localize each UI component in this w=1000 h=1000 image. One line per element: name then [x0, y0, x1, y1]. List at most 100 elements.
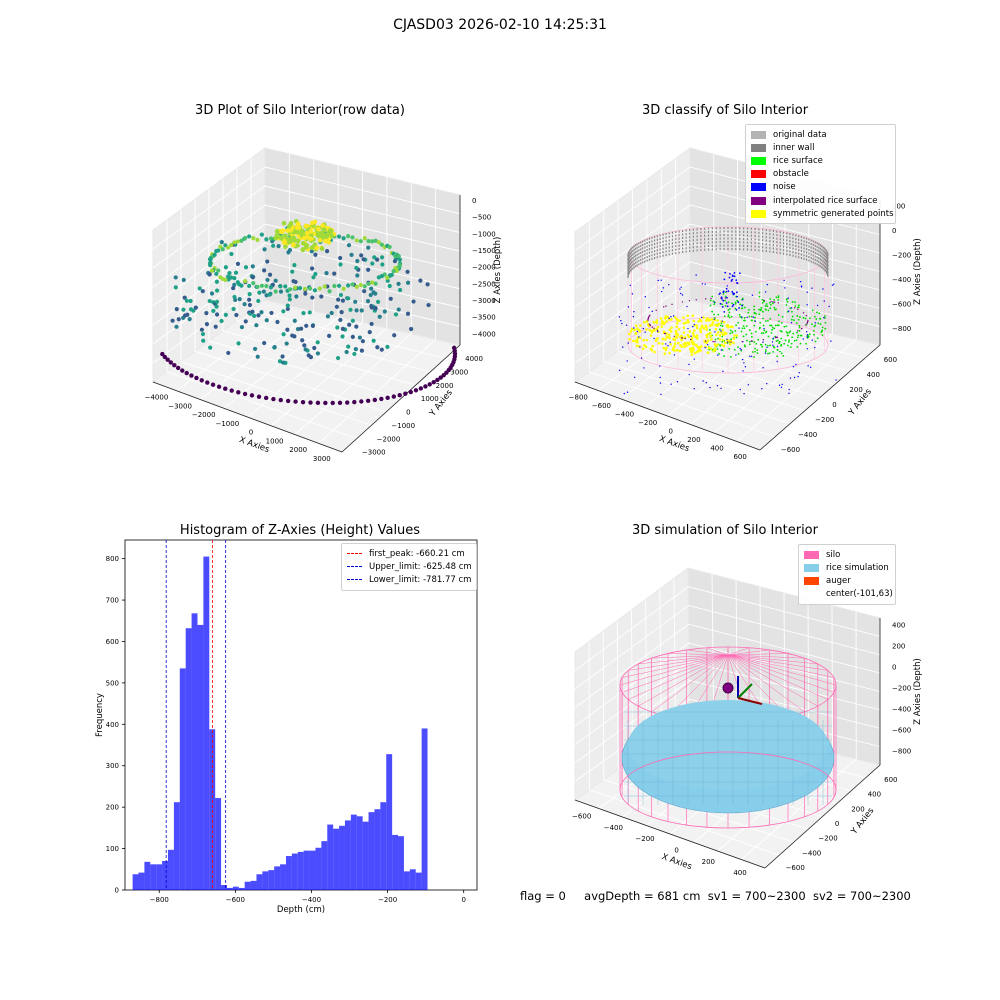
cls-symmetric-point [718, 338, 722, 341]
sim-silo-roof-line [727, 654, 834, 678]
sv1-text: sv1 = 700~2300 [707, 889, 806, 903]
cls-rice-point [760, 306, 763, 309]
cls-noise-point [643, 367, 645, 369]
cls-rice-point [714, 338, 717, 341]
cls-interp-point [690, 338, 692, 341]
raw-data-point [209, 291, 215, 296]
histogram-bar [285, 856, 292, 890]
cls-interp-point [762, 339, 765, 341]
cls-rice-point [735, 336, 738, 339]
cls-rice-point [813, 333, 815, 336]
cls-z-tick-label: −200 [892, 251, 911, 259]
cls-symmetric-point [718, 334, 722, 337]
cls-symmetric-point [704, 324, 708, 328]
cls-noise-point [626, 360, 628, 362]
cls-noise-point [672, 315, 675, 317]
cls-rice-point [767, 352, 769, 355]
cls-rice-point [717, 313, 720, 316]
histogram-bar [392, 834, 399, 890]
cls-z-tick-label: −600 [892, 300, 911, 308]
cls-rice-point [743, 319, 745, 322]
cls-rice-point [775, 340, 778, 343]
cls-rice-point [743, 327, 746, 330]
cls-noise-point [659, 382, 662, 384]
cls-rice-point [786, 300, 789, 303]
cls-rice-point [791, 301, 794, 303]
raw-data-point [396, 254, 401, 259]
raw-data-point [220, 247, 225, 252]
raw-data-point [174, 324, 179, 329]
legend-label: auger [826, 575, 851, 586]
raw-data-point [413, 388, 419, 393]
raw-data-point [255, 237, 260, 243]
cls-noise-point [713, 318, 715, 320]
raw-data-point [301, 235, 307, 241]
cls-rice-point [816, 337, 819, 340]
cls-gridline [675, 158, 866, 359]
raw-y-tick-label: −2000 [377, 435, 401, 443]
legend-swatch [804, 590, 819, 598]
histogram-bar [350, 814, 357, 890]
raw-data-point [354, 238, 359, 243]
legend-item: symmetric generated points [751, 207, 894, 220]
cls-symmetric-point [716, 323, 720, 327]
raw-data-point [317, 286, 322, 291]
cls-noise-point [822, 288, 824, 290]
cls-noise-point [764, 291, 767, 293]
sim-z-tick-label: −800 [892, 747, 911, 755]
cls-rice-point [780, 322, 783, 324]
cls-symmetric-point [688, 330, 692, 333]
cls-rice-point [736, 299, 739, 302]
cls-noise-point [747, 384, 750, 386]
raw-x-tick-label: 1000 [266, 437, 284, 445]
legend-label: rice surface [773, 155, 823, 166]
raw-data-point [234, 312, 239, 318]
raw-data-point [274, 233, 280, 238]
raw-z-tick-label: −1000 [472, 230, 496, 238]
cls-noise-point [657, 279, 659, 282]
raw-data-point [189, 373, 194, 378]
cls-interp-point [671, 303, 673, 305]
histogram-bar [221, 885, 227, 890]
cls-rice-point [778, 342, 781, 344]
histogram-bar [238, 887, 245, 890]
raw-data-point [267, 292, 272, 297]
cls-rice-point [794, 305, 797, 307]
cls-noise-point [814, 346, 816, 349]
raw-data-point [208, 260, 213, 266]
sim-silo-roof-line [622, 654, 729, 678]
cls-interp-point [647, 319, 649, 321]
cls-symmetric-point [713, 348, 717, 351]
cls-symmetric-point [656, 337, 659, 340]
raw-data-point [393, 312, 399, 317]
sim-x-tick-label: −600 [572, 813, 591, 821]
cls-noise-point [806, 304, 808, 306]
legend-swatch [347, 553, 362, 555]
raw-data-point [335, 355, 341, 361]
raw-data-point [204, 322, 210, 327]
cls-interp-point [805, 314, 808, 317]
cls-interp-point [655, 309, 657, 311]
cls-rice-point [780, 330, 783, 333]
histogram-bar [339, 825, 345, 890]
raw-data-point [375, 299, 381, 304]
raw-z-tick-label: 0 [472, 197, 476, 205]
histogram-bar [280, 864, 286, 890]
raw-data-point [369, 321, 374, 327]
raw-y-axis [341, 344, 461, 453]
raw-data-point [327, 228, 333, 233]
raw-data-point [435, 377, 440, 383]
raw-data-point [165, 357, 170, 362]
cls-rice-point [798, 329, 801, 332]
cls-rice-point [748, 340, 751, 343]
cls-rice-point [808, 317, 811, 320]
cls-interp-point [704, 340, 707, 342]
cls-noise-point [639, 346, 641, 348]
raw-data-point [214, 279, 220, 284]
cls-symmetric-point [675, 348, 679, 352]
raw-data-point [188, 307, 194, 312]
cls-y-tick-label: −600 [781, 446, 800, 454]
cls-rice-point [734, 301, 737, 304]
legend-swatch [751, 170, 766, 179]
cls-rice-point [737, 321, 740, 324]
